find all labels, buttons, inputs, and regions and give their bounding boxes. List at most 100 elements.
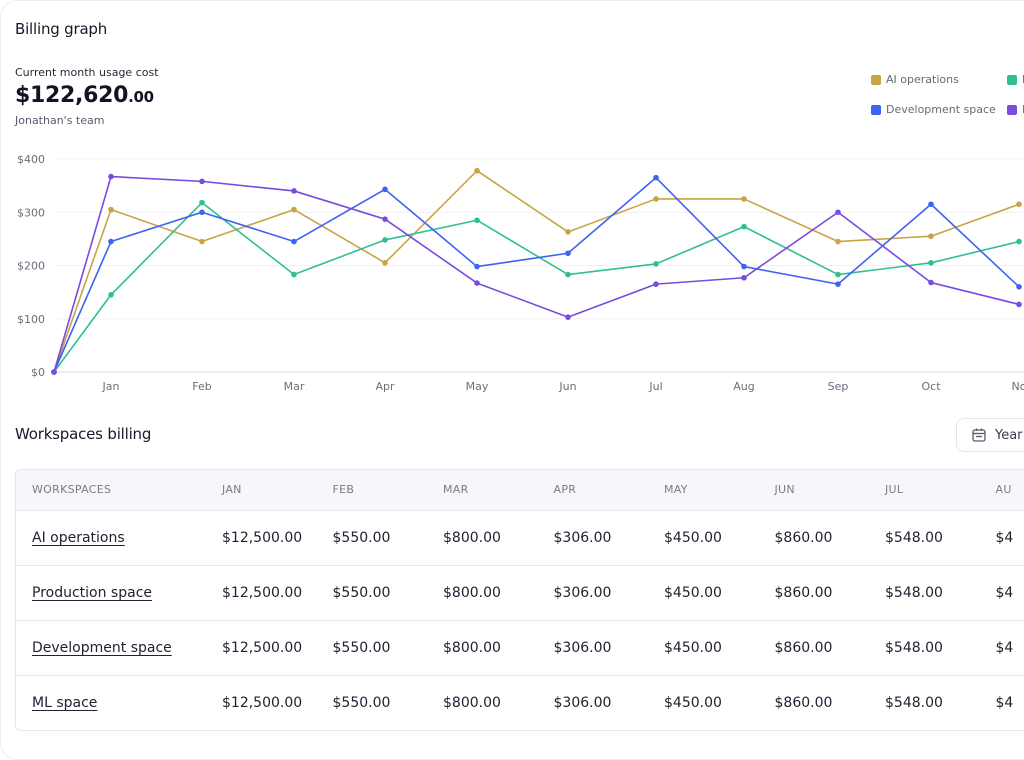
data-point (1016, 284, 1022, 290)
data-point (741, 275, 747, 281)
data-point (1016, 239, 1022, 245)
table-row[interactable]: Production space $12,500.00 $550.00 $800… (16, 565, 1024, 620)
legend-item-development-space[interactable]: Development space (871, 103, 996, 116)
column-header-aug[interactable]: AU (996, 470, 1024, 510)
data-point (835, 281, 841, 287)
data-point (565, 229, 571, 235)
x-tick-label: Jul (648, 380, 662, 393)
usage-label: Current month usage cost (15, 66, 159, 79)
data-point (291, 188, 297, 194)
data-point (108, 292, 114, 298)
data-point (51, 369, 57, 375)
table-cell: $860.00 (775, 510, 886, 565)
table-cell: $306.00 (554, 620, 665, 675)
x-tick-label: May (466, 380, 489, 393)
x-tick-label: No (1012, 380, 1024, 393)
column-header-jan[interactable]: JAN (222, 470, 333, 510)
table-cell: $450.00 (664, 620, 775, 675)
table-cell: $800.00 (443, 620, 554, 675)
table-cell: $860.00 (775, 675, 886, 730)
table-cell: $550.00 (333, 675, 444, 730)
data-point (291, 272, 297, 278)
data-point (835, 272, 841, 278)
data-point (382, 260, 388, 266)
column-header-may[interactable]: MAY (664, 470, 775, 510)
data-point (653, 175, 659, 181)
data-point (474, 264, 480, 270)
x-tick-label: Oct (921, 380, 941, 393)
legend-swatch (871, 105, 881, 115)
legend-item-ml-space[interactable]: M (1007, 103, 1024, 116)
data-point (653, 281, 659, 287)
table-cell: $450.00 (664, 565, 775, 620)
data-point (1016, 201, 1022, 207)
workspace-name-cell: Production space (16, 565, 222, 620)
table-cell: $550.00 (333, 620, 444, 675)
y-tick-label: $400 (17, 153, 45, 166)
table-row[interactable]: AI operations $12,500.00 $550.00 $800.00… (16, 510, 1024, 565)
data-point (653, 196, 659, 202)
usage-amount-main: $122,620 (15, 83, 128, 108)
table-cell: $306.00 (554, 510, 665, 565)
table-cell: $860.00 (775, 620, 886, 675)
table-row[interactable]: Development space $12,500.00 $550.00 $80… (16, 620, 1024, 675)
table-cell: $548.00 (885, 510, 996, 565)
table-cell: $550.00 (333, 510, 444, 565)
x-tick-label: Jun (558, 380, 576, 393)
workspace-link-development-space[interactable]: Development space (32, 640, 172, 656)
team-name: Jonathan's team (15, 114, 104, 127)
x-tick-label: Sep (828, 380, 849, 393)
table-cell: $12,500.00 (222, 675, 333, 730)
table-cell: $800.00 (443, 565, 554, 620)
column-header-jun[interactable]: JUN (775, 470, 886, 510)
data-point (382, 187, 388, 193)
legend-item-production[interactable]: P (1007, 73, 1024, 86)
workspace-name-cell: ML space (16, 675, 222, 730)
table-cell: $550.00 (333, 565, 444, 620)
data-point (291, 239, 297, 245)
workspace-name-cell: AI operations (16, 510, 222, 565)
table-cell: $800.00 (443, 675, 554, 730)
series-line (54, 203, 1019, 372)
data-point (928, 233, 934, 239)
data-point (199, 179, 205, 185)
column-header-jul[interactable]: JUL (885, 470, 996, 510)
workspace-link-production-space[interactable]: Production space (32, 585, 152, 601)
table-cell: $306.00 (554, 675, 665, 730)
legend-swatch (1007, 105, 1017, 115)
table-cell: $12,500.00 (222, 620, 333, 675)
data-point (199, 200, 205, 206)
x-tick-label: Aug (733, 380, 754, 393)
table-cell: $4 (996, 620, 1024, 675)
workspace-link-ml-space[interactable]: ML space (32, 695, 97, 711)
workspaces-table-container: WORKSPACES JAN FEB MAR APR MAY JUN JUL A… (15, 469, 1024, 731)
table-row[interactable]: ML space $12,500.00 $550.00 $800.00 $306… (16, 675, 1024, 730)
x-tick-label: Mar (284, 380, 305, 393)
data-point (565, 272, 571, 278)
data-point (474, 217, 480, 223)
workspace-link-ai-operations[interactable]: AI operations (32, 530, 125, 546)
data-point (653, 261, 659, 267)
table-cell: $548.00 (885, 565, 996, 620)
data-point (382, 237, 388, 243)
data-point (1016, 302, 1022, 308)
usage-amount: $122,620.00 (15, 83, 154, 108)
legend-item-ai-operations[interactable]: AI operations (871, 73, 959, 86)
data-point (565, 314, 571, 320)
table-cell: $12,500.00 (222, 510, 333, 565)
column-header-workspaces[interactable]: WORKSPACES (16, 470, 222, 510)
data-point (835, 209, 841, 215)
data-point (741, 196, 747, 202)
table-cell: $4 (996, 565, 1024, 620)
column-header-apr[interactable]: APR (554, 470, 665, 510)
workspaces-billing-title: Workspaces billing (15, 425, 151, 443)
table-cell: $4 (996, 675, 1024, 730)
column-header-mar[interactable]: MAR (443, 470, 554, 510)
data-point (928, 280, 934, 286)
year-filter-button[interactable]: Year (956, 418, 1024, 452)
y-tick-label: $300 (17, 206, 45, 219)
legend-swatch (871, 75, 881, 85)
table-cell: $306.00 (554, 565, 665, 620)
column-header-feb[interactable]: FEB (333, 470, 444, 510)
